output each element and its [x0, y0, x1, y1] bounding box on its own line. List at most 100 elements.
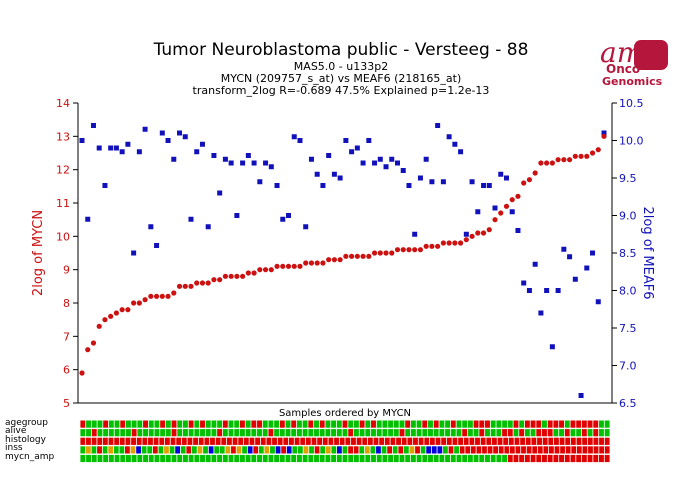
track-cell	[188, 420, 194, 428]
meaf6-point	[274, 183, 280, 188]
track-cell	[416, 454, 422, 463]
track-cell	[239, 429, 245, 437]
track-cell	[305, 437, 311, 445]
track-cell	[272, 437, 277, 445]
track-cell	[302, 429, 308, 437]
meaf6-point	[280, 216, 286, 222]
track-cell	[508, 437, 514, 445]
track-cell	[148, 429, 154, 437]
mycn-point	[521, 180, 527, 186]
track-cell	[175, 446, 181, 454]
track-cell	[120, 454, 126, 463]
track-cell	[467, 454, 473, 463]
track-cell	[274, 454, 280, 463]
meaf6-point	[211, 153, 217, 158]
mycn-point	[211, 277, 217, 283]
track-cell	[86, 437, 91, 445]
mycn-point	[337, 257, 343, 263]
track-cell	[291, 429, 297, 437]
track-cell	[356, 437, 362, 445]
track-cell	[80, 420, 86, 428]
track-cell	[456, 429, 462, 437]
meaf6-point	[194, 149, 200, 155]
mycn-point	[389, 250, 395, 256]
track-cell	[260, 437, 266, 445]
track-cell	[268, 454, 274, 463]
track-cell	[251, 454, 257, 463]
mycn-point	[257, 267, 263, 273]
mycn-point	[498, 210, 504, 216]
track-cell	[507, 454, 513, 463]
track-cell	[222, 454, 228, 463]
meaf6-point	[154, 243, 160, 248]
track-cell	[302, 454, 308, 463]
mycn-point	[176, 283, 183, 289]
track-cell	[255, 437, 261, 445]
track-cell	[200, 454, 205, 463]
track-cell	[479, 429, 485, 437]
track-cell	[120, 420, 126, 428]
meaf6-point	[544, 288, 550, 293]
track-cell	[497, 437, 503, 445]
meaf6-point	[423, 156, 429, 162]
meaf6-point	[549, 344, 555, 350]
annotation-tracks	[80, 420, 610, 463]
track-cell	[319, 454, 325, 463]
meaf6-point	[521, 280, 527, 286]
track-cell	[570, 454, 576, 463]
track-cell	[125, 454, 131, 463]
track-cell	[131, 429, 137, 437]
track-cell	[245, 429, 251, 437]
track-cell	[570, 420, 576, 428]
track-cell	[215, 437, 221, 445]
track-cell	[334, 437, 339, 445]
track-cell	[264, 446, 270, 454]
track-cell	[337, 446, 342, 454]
mycn-point	[566, 157, 573, 163]
track-cell	[210, 437, 215, 445]
mycn-point	[417, 247, 424, 253]
track-cell	[114, 429, 120, 437]
track-cell	[462, 454, 468, 463]
mycn-point	[119, 307, 125, 313]
track-cell	[576, 437, 582, 445]
mycn-point	[452, 240, 458, 246]
track-cell	[97, 437, 103, 445]
track-cell	[211, 429, 217, 437]
track-cell	[103, 420, 109, 428]
mycn-point	[125, 307, 131, 313]
mycn-point	[469, 233, 475, 239]
track-cell	[502, 420, 508, 428]
meaf6-point	[136, 149, 142, 155]
mycn-point	[412, 247, 418, 253]
track-cell	[514, 437, 520, 445]
track-cell	[439, 454, 445, 463]
track-cell	[251, 420, 257, 428]
track-cell	[593, 420, 599, 428]
track-cell	[297, 446, 303, 454]
mycn-point	[314, 260, 320, 266]
track-cell	[97, 454, 103, 463]
track-cell	[445, 454, 451, 463]
left-tick-label: 11	[56, 197, 70, 210]
x-axis-label: Samples ordered by MYCN	[279, 408, 411, 419]
mycn-point	[400, 247, 406, 253]
right-tick-label: 10.5	[619, 97, 644, 110]
chart-axes: 5 6 7 8 9 10 11 12 13 14 6.5 7.0 7.5 8.0 8.5 9.0 9.5 10.0…	[31, 97, 655, 419]
track-cell	[401, 437, 407, 445]
track-cell	[91, 420, 97, 428]
track-cell	[219, 446, 225, 454]
track-cell	[403, 446, 409, 454]
track-cell	[599, 446, 605, 454]
track-cell	[599, 437, 604, 445]
track-cell	[188, 454, 194, 463]
mycn-point	[291, 263, 297, 269]
left-tick-label: 9	[63, 264, 70, 277]
track-cell	[382, 454, 388, 463]
track-cell	[422, 454, 428, 463]
meaf6-point	[435, 123, 441, 128]
track-cell	[336, 420, 342, 428]
track-cell	[459, 446, 465, 454]
track-cell	[348, 446, 353, 454]
